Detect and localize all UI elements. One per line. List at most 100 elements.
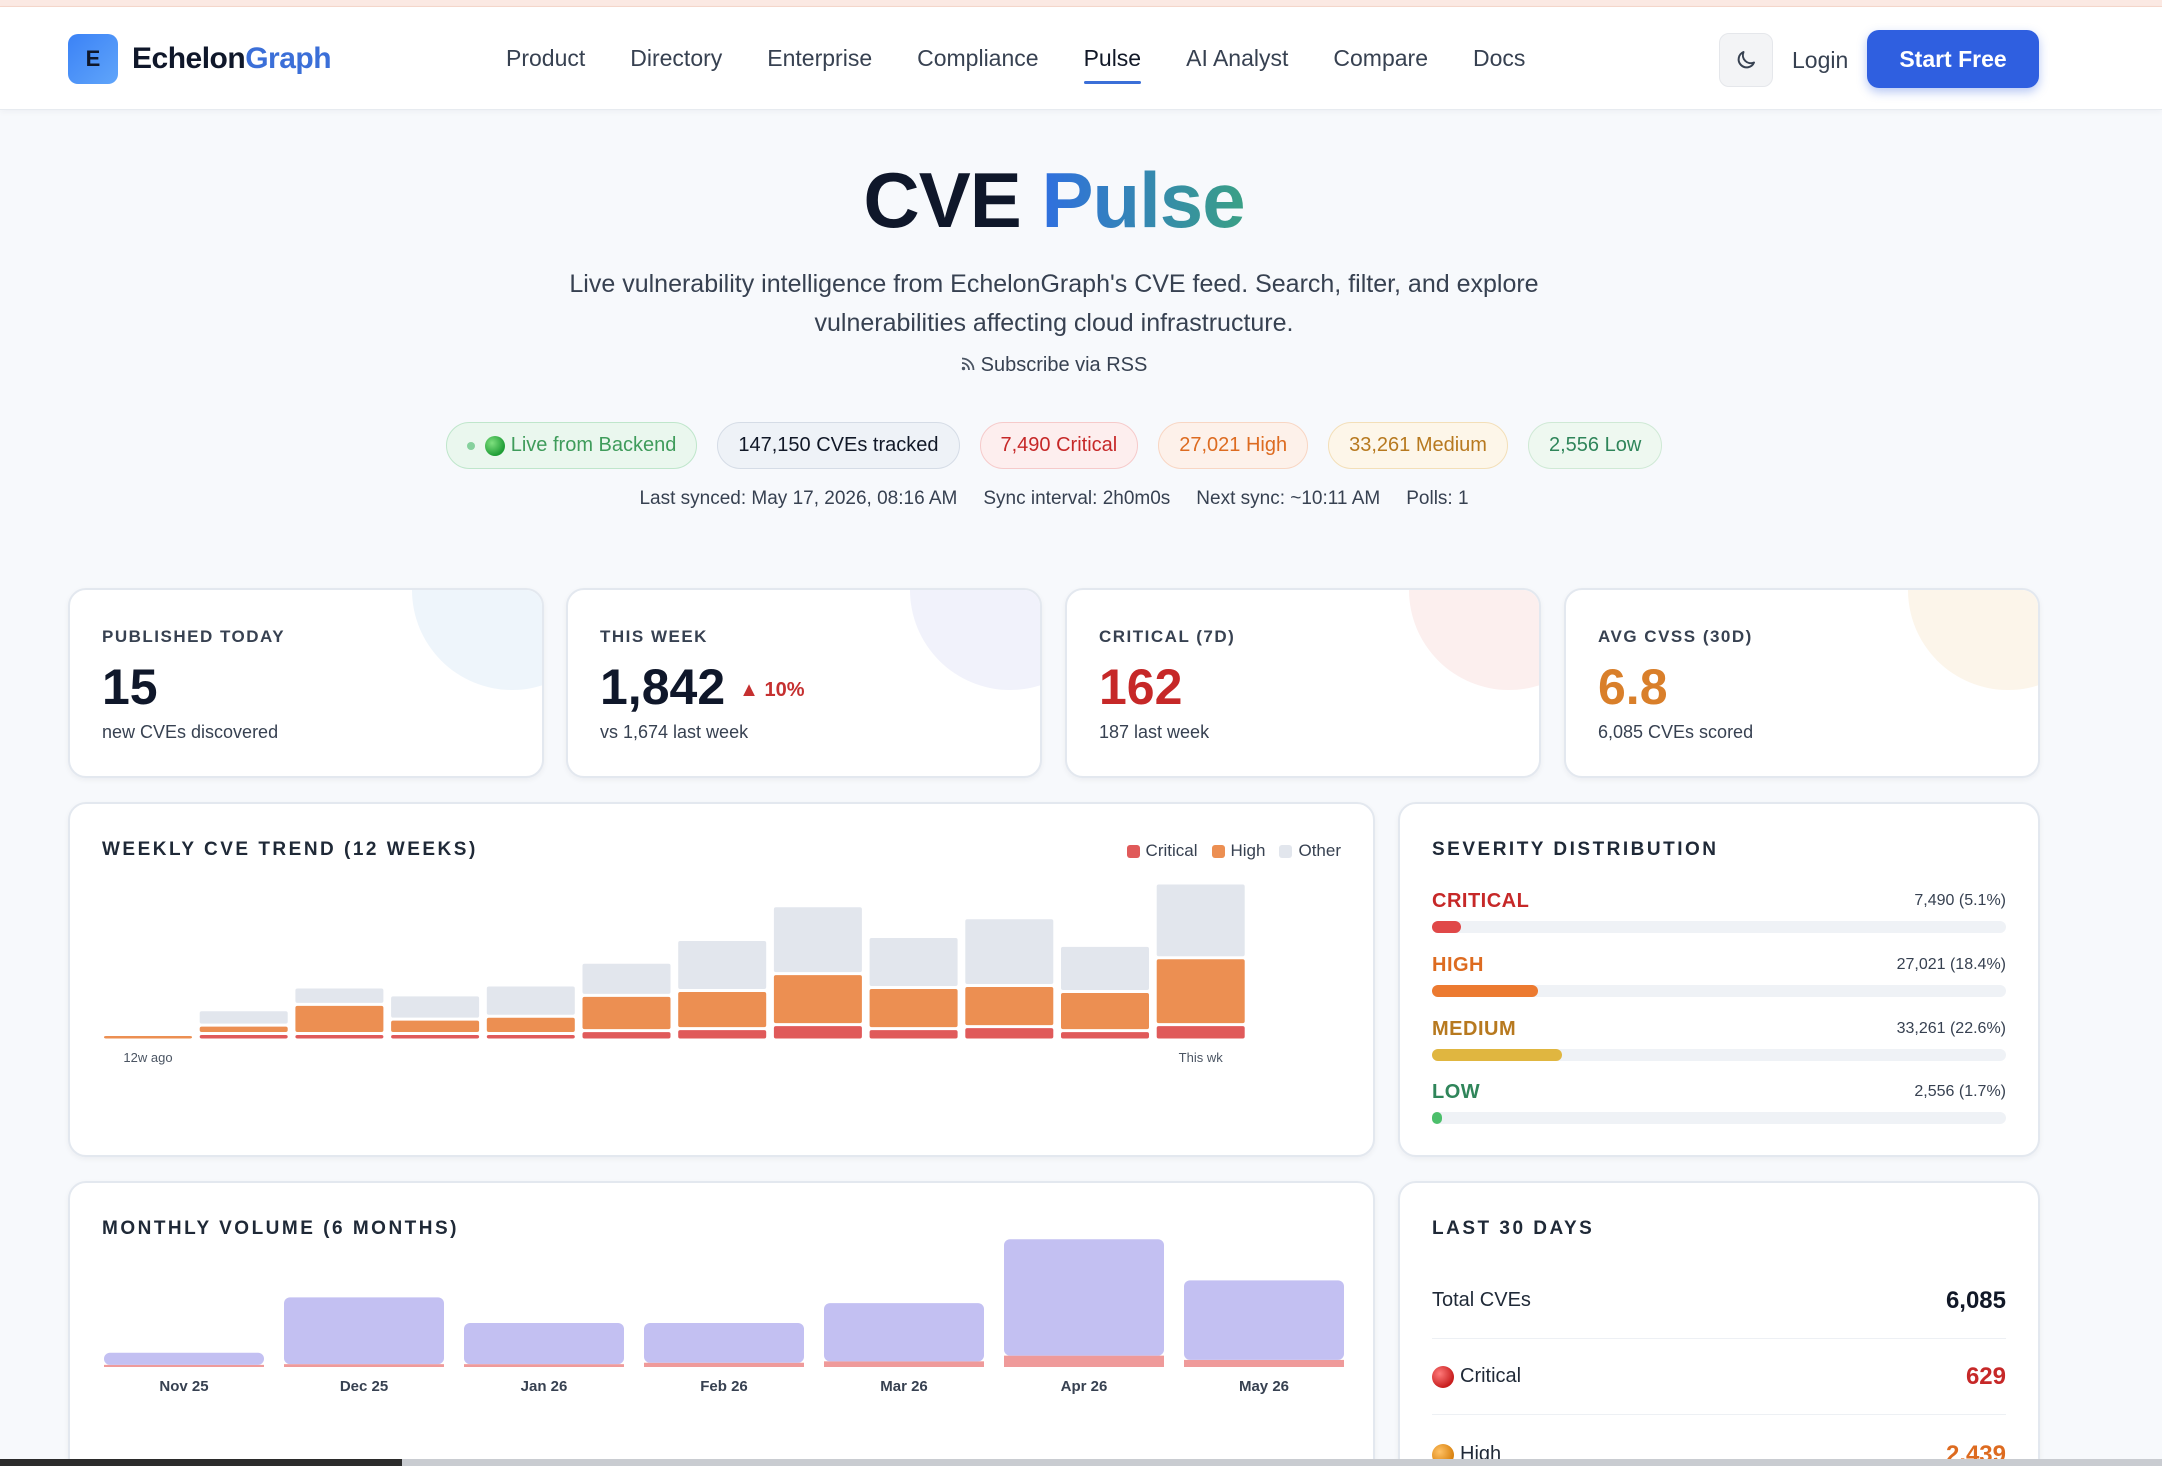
severity-row-medium: MEDIUM 33,261 (22.6%) bbox=[1432, 1018, 2006, 1061]
horizontal-scrollbar-thumb[interactable] bbox=[0, 1459, 402, 1466]
weekly-bar-high bbox=[104, 1036, 192, 1039]
weekly-bar-other bbox=[295, 988, 384, 1003]
severity-bar-track bbox=[1432, 985, 2006, 997]
status-pills: Live from Backend 147,150 CVEs tracked 7… bbox=[0, 422, 2108, 469]
monthly-bar-other bbox=[824, 1303, 984, 1362]
monthly-bar-other bbox=[644, 1322, 804, 1363]
low-count-badge[interactable]: 2,556 Low bbox=[1527, 422, 1663, 469]
page-title: CVE Pulse bbox=[0, 155, 2108, 246]
weekly-bar-high bbox=[773, 975, 862, 1024]
severity-row-low: LOW 2,556 (1.7%) bbox=[1432, 1081, 2006, 1124]
severity-name: LOW bbox=[1432, 1081, 1481, 1103]
nav-link-enterprise[interactable]: Enterprise bbox=[767, 45, 873, 71]
monthly-bar-critical bbox=[1184, 1359, 1344, 1367]
monthly-tick-label: May 26 bbox=[1239, 1378, 1289, 1395]
kpi-subtext: vs 1,674 last week bbox=[600, 722, 749, 742]
kpi-card-avg-cvss: AVG CVSS (30D) 6.8 6,085 CVEs scored bbox=[1564, 588, 2040, 778]
sync-interval: Sync interval: 2h0m0s bbox=[983, 488, 1171, 509]
monthly-volume-title: MONTHLY VOLUME (6 MONTHS) bbox=[102, 1218, 460, 1239]
live-dot-icon bbox=[466, 441, 475, 450]
nav-link-pulse[interactable]: Pulse bbox=[1083, 7, 1141, 110]
rss-label: Subscribe via RSS bbox=[980, 354, 1148, 376]
horizontal-scrollbar[interactable] bbox=[0, 1459, 2162, 1466]
nav-link-product[interactable]: Product bbox=[506, 45, 586, 71]
red-circle-icon bbox=[1432, 1365, 1454, 1388]
brand-name-part2: Graph bbox=[245, 42, 332, 75]
rss-subscribe-link[interactable]: Subscribe via RSS bbox=[0, 354, 2108, 377]
brand-mark-icon: E bbox=[68, 34, 118, 84]
brand-name: EchelonGraph bbox=[132, 42, 332, 76]
weekly-bar-high bbox=[582, 996, 671, 1030]
weekly-bar-critical bbox=[199, 1035, 288, 1039]
nav-link-compliance[interactable]: Compliance bbox=[917, 45, 1039, 71]
kpi-value: 1,842 ▲ 10% bbox=[600, 658, 805, 716]
monthly-bar-critical bbox=[104, 1364, 264, 1367]
weekly-bar-critical bbox=[1156, 1026, 1245, 1039]
high-count-badge[interactable]: 27,021 High bbox=[1158, 422, 1309, 469]
weekly-bar-critical bbox=[773, 1026, 862, 1039]
monthly-volume-chart: Nov 25 Dec 25 Jan 26 Feb 26 Mar 26 Apr 26 May … bbox=[104, 1239, 1344, 1395]
nav-link-directory[interactable]: Directory bbox=[630, 45, 723, 71]
nav-link-compare[interactable]: Compare bbox=[1333, 45, 1428, 71]
weekly-bar-other bbox=[582, 963, 671, 994]
kpi-subtext: new CVEs discovered bbox=[102, 722, 279, 742]
weekly-bar-critical bbox=[869, 1030, 958, 1039]
weekly-bar-high bbox=[869, 989, 958, 1028]
legend-label: Other bbox=[1298, 841, 1341, 860]
sync-status: Last synced: May 17, 2026, 08:16 AM Sync… bbox=[0, 488, 2108, 510]
legend-swatch bbox=[1126, 844, 1140, 858]
severity-value: 7,490 (5.1%) bbox=[1914, 892, 2006, 909]
last-30-row: Total CVEs 6,085 bbox=[1432, 1263, 2006, 1339]
weekly-trend-legend: Critical High Other bbox=[1113, 841, 1341, 861]
subtitle-line-2: vulnerabilities affecting cloud infrastr… bbox=[814, 309, 1294, 337]
kpi-decoration bbox=[910, 590, 1040, 690]
monthly-tick-label: Dec 25 bbox=[340, 1378, 388, 1395]
legend-item-other: Other bbox=[1279, 841, 1341, 861]
brand-logo[interactable]: E EchelonGraph bbox=[68, 34, 332, 84]
severity-distribution-title: SEVERITY DISTRIBUTION bbox=[1432, 839, 1719, 860]
moon-icon bbox=[1737, 51, 1755, 69]
kpi-card-published-today: PUBLISHED TODAY 15 new CVEs discovered bbox=[68, 588, 544, 778]
monthly-tick-label: Jan 26 bbox=[521, 1378, 568, 1395]
rss-icon bbox=[961, 357, 975, 371]
last-synced: Last synced: May 17, 2026, 08:16 AM bbox=[639, 488, 958, 509]
weekly-bar-high bbox=[391, 1020, 480, 1033]
medium-count-badge[interactable]: 33,261 Medium bbox=[1328, 422, 1508, 469]
monthly-tick-label: Nov 25 bbox=[159, 1378, 208, 1395]
nav-link-docs[interactable]: Docs bbox=[1473, 45, 1526, 71]
weekly-tick-label: 12w ago bbox=[123, 1050, 172, 1065]
kpi-subtext: 6,085 CVEs scored bbox=[1598, 722, 1754, 742]
monthly-bar-other bbox=[1184, 1280, 1344, 1360]
severity-bar-fill bbox=[1432, 921, 1462, 933]
kpi-label: THIS WEEK bbox=[600, 627, 708, 646]
weekly-bar-other bbox=[965, 919, 1054, 985]
monthly-tick-label: Feb 26 bbox=[700, 1378, 748, 1395]
tracked-count-badge: 147,150 CVEs tracked bbox=[717, 422, 960, 469]
last-30-row: Critical 629 bbox=[1432, 1339, 2006, 1415]
start-free-button[interactable]: Start Free bbox=[1867, 30, 2039, 88]
monthly-tick-label: Mar 26 bbox=[880, 1378, 928, 1395]
weekly-bar-other bbox=[199, 1011, 288, 1024]
last-30-label: Total CVEs bbox=[1432, 1289, 1531, 1312]
kpi-subtext: 187 last week bbox=[1099, 722, 1210, 742]
legend-item-critical: Critical bbox=[1126, 841, 1198, 861]
login-link[interactable]: Login bbox=[1792, 47, 1849, 73]
live-status-badge: Live from Backend bbox=[445, 422, 698, 469]
legend-label: High bbox=[1230, 841, 1266, 860]
weekly-trend-chart: 12w ago This wk bbox=[104, 884, 1245, 1065]
theme-toggle-button[interactable] bbox=[1719, 33, 1773, 87]
severity-bar-fill bbox=[1432, 1049, 1562, 1061]
weekly-bar-high bbox=[1156, 959, 1245, 1024]
severity-bar-track bbox=[1432, 921, 2006, 933]
weekly-bar-high bbox=[678, 991, 767, 1028]
weekly-bar-other bbox=[486, 986, 575, 1015]
legend-item-high: High bbox=[1211, 841, 1266, 861]
green-circle-icon bbox=[484, 435, 505, 456]
severity-value: 2,556 (1.7%) bbox=[1914, 1083, 2006, 1100]
top-nav: E EchelonGraph Product Directory Enterpr… bbox=[0, 7, 2162, 110]
critical-count-badge[interactable]: 7,490 Critical bbox=[979, 422, 1139, 469]
nav-link-ai-analyst[interactable]: AI Analyst bbox=[1186, 45, 1289, 71]
weekly-bar-other bbox=[678, 940, 767, 989]
severity-name: MEDIUM bbox=[1432, 1018, 1517, 1040]
severity-name: CRITICAL bbox=[1432, 890, 1530, 912]
